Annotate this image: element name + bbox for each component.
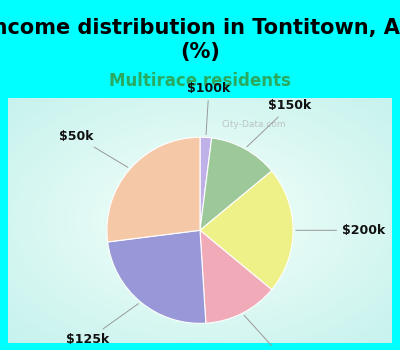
- Text: Income distribution in Tontitown, AR
(%): Income distribution in Tontitown, AR (%): [0, 18, 400, 62]
- Text: $10k: $10k: [244, 315, 299, 350]
- Wedge shape: [200, 138, 272, 230]
- Wedge shape: [107, 137, 200, 242]
- Text: $50k: $50k: [59, 130, 128, 167]
- Wedge shape: [108, 230, 206, 323]
- Text: $200k: $200k: [296, 224, 385, 237]
- Text: Multirace residents: Multirace residents: [109, 72, 291, 90]
- Wedge shape: [200, 171, 293, 290]
- Wedge shape: [200, 137, 212, 230]
- Text: $125k: $125k: [66, 304, 138, 346]
- Text: City-Data.com: City-Data.com: [222, 120, 286, 130]
- Text: $150k: $150k: [247, 99, 312, 147]
- Text: $100k: $100k: [187, 82, 230, 135]
- Wedge shape: [200, 230, 272, 323]
